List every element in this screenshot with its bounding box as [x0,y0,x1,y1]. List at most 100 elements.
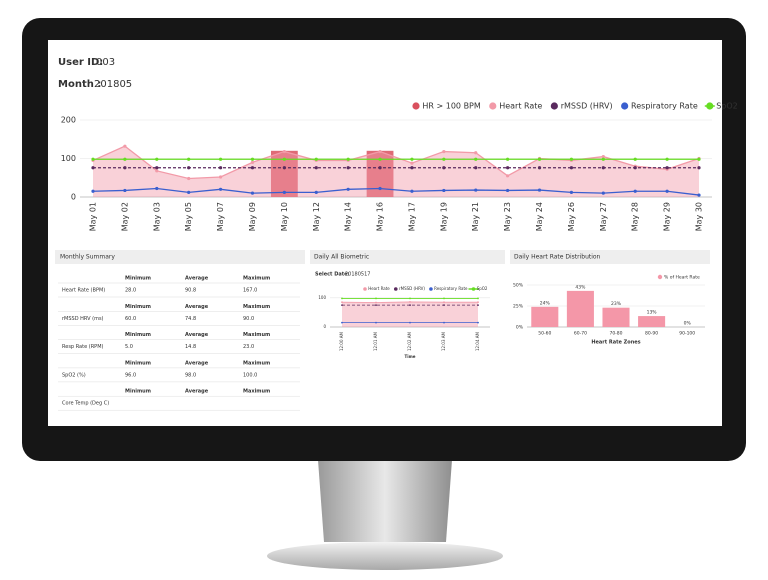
point [378,166,382,170]
point [569,190,574,194]
area [342,301,478,327]
y-tick-label: 100 [318,295,326,300]
point [250,160,255,164]
table-cell: 96.0 [125,372,136,378]
table-cell: 100.0 [243,372,257,378]
month: 201805 [94,79,132,90]
y-tick-label: 200 [61,116,76,125]
column-header: Average [185,360,209,366]
x-tick-label: May 05 [184,202,193,231]
point [410,189,414,193]
point [314,157,318,161]
point [665,157,669,161]
point [375,321,377,324]
point [378,186,382,191]
x-tick-label: May 27 [599,202,608,231]
column-header: Maximum [243,389,270,395]
column-header: Minimum [125,276,151,282]
monitor-neck [318,460,452,542]
point [443,321,445,324]
value-label: 43% [575,284,586,290]
point [314,166,318,170]
point [409,304,411,307]
x-tick-label: May 03 [152,202,161,231]
point [218,175,223,179]
point [442,149,446,154]
x-tick-label: May 14 [344,202,353,231]
legend-label: Respiratory Rate [631,102,698,111]
x-tick-label: 70-80 [609,331,622,337]
point [155,186,159,191]
value-label: 0% [684,321,692,327]
point [409,297,411,300]
table-cell: 167.0 [243,288,257,294]
column-header: Minimum [125,304,151,310]
y-tick-label: 100 [61,154,76,163]
legend-label: % of Heart Rate [664,275,700,281]
point [346,157,350,161]
point [697,157,701,161]
panel-header [510,250,710,264]
point [569,157,574,161]
y-tick-label: 0% [516,325,524,331]
column-header: Maximum [243,276,270,282]
panel-header [310,250,505,264]
x-tick-label: May 29 [663,202,672,231]
point [250,166,255,170]
point [409,301,411,303]
row-label: SpO2 (%) [62,372,86,378]
point [346,166,350,170]
y-tick-label: 0 [323,324,326,329]
x-tick-label: 12:00 AM [339,331,344,351]
column-header: Maximum [243,332,270,338]
legend-swatch [393,287,398,291]
point [537,188,542,192]
legend-swatch [657,274,663,280]
point [250,157,255,161]
point [443,301,445,304]
value-label: 23% [611,301,622,307]
point [410,157,414,161]
series-line [92,145,700,180]
legend-swatch [471,287,476,291]
column-header: Minimum [125,332,151,338]
point [633,189,637,193]
bar [602,307,630,327]
point [250,191,255,195]
point [314,190,318,194]
row-label: Resp Rate (RPM) [62,344,104,350]
legend-swatch [550,102,558,110]
panel-title: Daily Heart Rate Distribution [514,254,601,261]
point [282,166,286,170]
point [474,157,478,161]
legend-swatch [363,287,367,291]
point [375,297,377,300]
x-tick-label: 12:02 AM [407,331,412,351]
legend-label: Heart Rate [499,102,542,111]
legend-swatch [429,287,433,291]
x-tick-label: May 16 [376,202,385,231]
column-header: Maximum [243,304,270,310]
table-cell: 90.0 [243,316,254,322]
x-tick-label: May 12 [312,202,321,231]
point [410,166,414,170]
point [601,154,605,159]
point [569,166,574,170]
area [93,146,699,197]
point [91,157,95,161]
point [409,321,411,324]
point [665,166,669,170]
point [506,166,510,170]
row-label: rMSSD HRV (ms) [62,316,104,322]
panel-title: Monthly Summary [60,254,115,261]
user-id: 003 [96,57,115,68]
table-cell: 60.0 [125,316,136,322]
row-label: Core Temp (Deg C) [62,401,109,407]
point [155,169,159,173]
point [474,151,478,155]
bar [531,306,559,327]
value-label: 13% [647,310,658,316]
point [282,190,286,194]
legend-label: SpO2 [716,102,738,111]
x-tick-label: May 28 [631,202,640,231]
